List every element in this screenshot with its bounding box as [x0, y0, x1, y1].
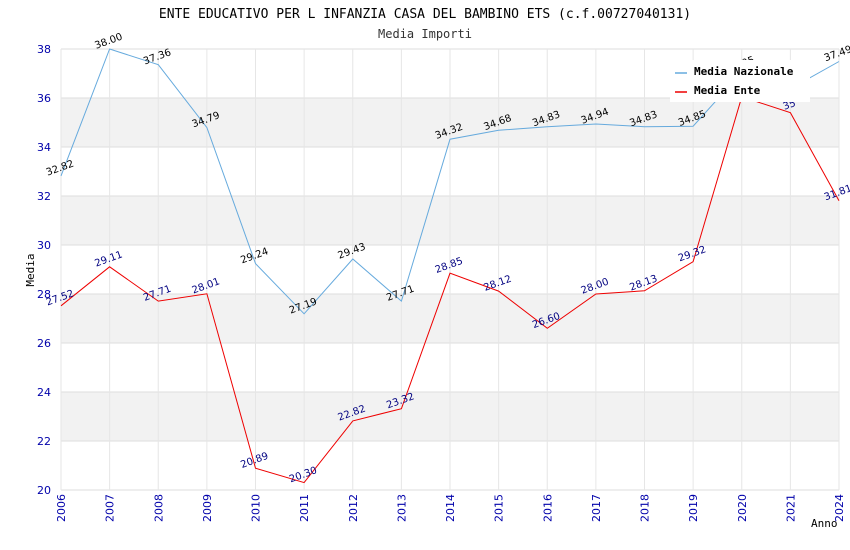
x-tick-label: 2007 — [104, 494, 117, 522]
x-tick-label: 2017 — [590, 494, 603, 522]
x-tick-label: 2008 — [152, 494, 165, 522]
y-tick-label: 28 — [37, 288, 51, 301]
x-tick-label: 2018 — [639, 494, 652, 522]
x-tick-label: 2006 — [55, 494, 68, 522]
x-tick-label: 2015 — [493, 494, 506, 522]
data-label-nazionale: 29.24 — [239, 246, 270, 266]
x-axis-label: Anno — [811, 517, 838, 530]
series-lines — [60, 48, 840, 484]
y-axis-label: Media — [24, 253, 37, 286]
y-tick-label: 30 — [37, 239, 51, 252]
x-tick-label: 2024 — [833, 494, 846, 522]
y-tick-label: 20 — [37, 484, 51, 497]
x-tick-label: 2011 — [298, 494, 311, 522]
x-tick-label: 2010 — [250, 494, 263, 522]
x-tick-label: 2016 — [541, 494, 554, 522]
y-tick-label: 36 — [37, 92, 51, 105]
chart-subtitle: Media Importi — [378, 27, 472, 41]
x-tick-label: 2009 — [201, 494, 214, 522]
data-label-nazionale: 37.49 — [823, 44, 850, 64]
legend-label-nazionale: Media Nazionale — [694, 65, 794, 78]
y-tick-label: 32 — [37, 190, 51, 203]
x-tick-label: 2020 — [736, 494, 749, 522]
legend-background — [670, 60, 810, 102]
gridlines — [60, 48, 840, 491]
x-tick-label: 2021 — [784, 494, 797, 522]
x-tick-label: 2013 — [395, 494, 408, 522]
legend-label-ente: Media Ente — [694, 84, 761, 97]
y-tick-label: 26 — [37, 337, 51, 350]
x-tick-label: 2019 — [687, 494, 700, 522]
data-label-ente: 29.32 — [677, 244, 708, 264]
series-line-nazionale — [60, 48, 840, 315]
y-tick-label: 38 — [37, 43, 51, 56]
y-tick-label: 34 — [37, 141, 51, 154]
chart-title: ENTE EDUCATIVO PER L INFANZIA CASA DEL B… — [159, 7, 691, 22]
x-tick-label: 2014 — [444, 494, 457, 522]
y-tick-label: 22 — [37, 435, 51, 448]
data-label-ente: 29.11 — [93, 249, 124, 269]
x-tick-label: 2012 — [347, 494, 360, 522]
series-line-ente — [60, 96, 840, 484]
y-tick-label: 24 — [37, 386, 51, 399]
legend: Media Nazionale Media Ente — [670, 60, 810, 102]
x-axis-ticks: 2006 2007 2008 2009 2010 2011 2012 2013 2014 2015… — [55, 494, 846, 522]
data-label-ente: 28.85 — [434, 256, 465, 276]
data-label-nazionale: 32.82 — [45, 158, 76, 178]
y-axis-ticks: 20 22 24 26 28 30 32 34 36 38 — [37, 43, 51, 497]
data-label-ente: 20.89 — [239, 451, 270, 471]
